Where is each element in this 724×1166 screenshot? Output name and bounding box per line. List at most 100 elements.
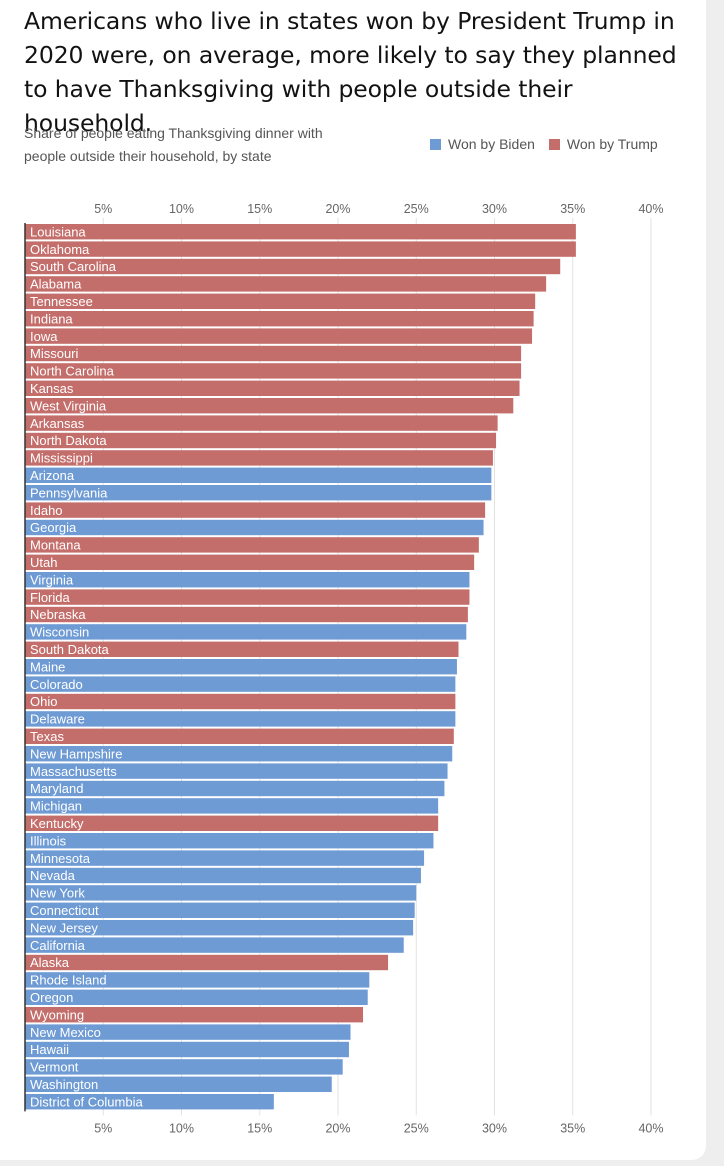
bar-label-nevada: Nevada: [30, 868, 76, 883]
bar-south-carolina: [25, 258, 561, 275]
bar-label-district-of-columbia: District of Columbia: [30, 1094, 143, 1109]
bar-label-new-hampshire: New Hampshire: [30, 746, 122, 761]
bar-ohio: [25, 693, 456, 710]
tick-label-top-25: 25%: [404, 202, 429, 216]
bar-new-mexico: [25, 1024, 351, 1040]
tick-label-bottom-20: 20%: [325, 1121, 350, 1135]
bar-label-oregon: Oregon: [30, 990, 73, 1005]
bar-new-hampshire: [25, 746, 453, 762]
bar-kansas: [25, 380, 520, 396]
bar-label-new-mexico: New Mexico: [30, 1025, 101, 1040]
bar-label-idaho: Idaho: [30, 503, 63, 518]
bar-label-georgia: Georgia: [30, 520, 77, 535]
tick-label-top-10: 10%: [169, 202, 194, 216]
bar-label-mississippi: Mississippi: [30, 451, 93, 466]
bar-label-california: California: [30, 938, 86, 953]
bar-minnesota: [25, 850, 425, 866]
bar-maine: [25, 659, 457, 675]
bar-delaware: [25, 711, 456, 727]
bar-label-kentucky: Kentucky: [30, 816, 84, 831]
chart-title: Americans who live in states won by Pres…: [24, 7, 677, 137]
bar-massachusetts: [25, 763, 448, 779]
bar-label-massachusetts: Massachusetts: [30, 764, 117, 779]
bar-label-louisiana: Louisiana: [30, 224, 86, 239]
bar-label-oklahoma: Oklahoma: [30, 242, 90, 257]
bar-district-of-columbia: [25, 1094, 274, 1110]
tick-label-top-5: 5%: [94, 202, 112, 216]
bar-label-florida: Florida: [30, 590, 71, 605]
bar-idaho: [25, 502, 486, 518]
bar-alaska: [25, 954, 389, 971]
bar-label-nebraska: Nebraska: [30, 607, 86, 622]
bar-california: [25, 937, 404, 953]
tick-label-top-20: 20%: [325, 202, 350, 216]
bar-kentucky: [25, 815, 439, 831]
subtitle-line-2: people outside their household, by state: [24, 148, 272, 164]
tick-label-bottom-25: 25%: [404, 1121, 429, 1135]
bar-label-hawaii: Hawaii: [30, 1042, 69, 1057]
tick-label-bottom-40: 40%: [638, 1121, 663, 1135]
tick-label-top-40: 40%: [638, 202, 663, 216]
bar-label-south-carolina: South Carolina: [30, 259, 117, 274]
bar-pennsylvania: [25, 485, 492, 501]
bar-north-carolina: [25, 363, 522, 379]
bar-nevada: [25, 867, 421, 884]
legend-swatch-biden: [430, 138, 441, 150]
bar-label-maine: Maine: [30, 659, 65, 674]
bar-arkansas: [25, 415, 498, 431]
bar-colorado: [25, 676, 456, 692]
bar-hawaii: [25, 1041, 349, 1058]
bar-label-rhode-island: Rhode Island: [30, 973, 107, 988]
bar-label-texas: Texas: [30, 729, 64, 744]
bar-arizona: [25, 467, 492, 483]
bar-maryland: [25, 780, 445, 797]
bar-label-montana: Montana: [30, 538, 81, 553]
bar-label-colorado: Colorado: [30, 677, 83, 692]
bar-label-utah: Utah: [30, 555, 57, 570]
bar-label-missouri: Missouri: [30, 346, 79, 361]
bar-mississippi: [25, 450, 493, 466]
bar-label-virginia: Virginia: [30, 572, 74, 587]
bar-illinois: [25, 833, 434, 849]
bar-florida: [25, 589, 470, 605]
bar-oregon: [25, 989, 368, 1005]
bar-connecticut: [25, 902, 415, 918]
bar-rhode-island: [25, 972, 370, 988]
bar-label-alaska: Alaska: [30, 955, 70, 970]
bar-georgia: [25, 519, 484, 536]
bar-label-south-dakota: South Dakota: [30, 642, 110, 657]
tick-label-top-15: 15%: [247, 202, 272, 216]
legend: Won by Biden Won by Trump: [430, 136, 672, 152]
bar-north-dakota: [25, 432, 497, 449]
bar-label-new-york: New York: [30, 886, 85, 901]
bar-label-minnesota: Minnesota: [30, 851, 91, 866]
bar-label-illinois: Illinois: [30, 833, 67, 848]
bar-label-delaware: Delaware: [30, 712, 85, 727]
bar-label-new-jersey: New Jersey: [30, 920, 98, 935]
legend-item-biden: Won by Biden: [430, 136, 535, 152]
bar-wyoming: [25, 1007, 364, 1023]
legend-label-trump: Won by Trump: [566, 136, 658, 152]
bar-alabama: [25, 276, 547, 292]
subtitle-line-1: Share of people eating Thanksgiving dinn…: [24, 125, 323, 141]
bar-missouri: [25, 345, 522, 362]
bar-label-iowa: Iowa: [30, 329, 58, 344]
tick-label-top-30: 30%: [482, 202, 507, 216]
bar-south-dakota: [25, 641, 459, 657]
bar-label-indiana: Indiana: [30, 311, 73, 326]
bar-michigan: [25, 798, 439, 814]
bar-label-alabama: Alabama: [30, 277, 82, 292]
bar-label-washington: Washington: [30, 1077, 98, 1092]
bar-vermont: [25, 1059, 343, 1075]
chart-card: Americans who live in states won by Pres…: [0, 0, 706, 1160]
bar-label-north-dakota: North Dakota: [30, 433, 107, 448]
tick-label-bottom-35: 35%: [560, 1121, 585, 1135]
tick-label-bottom-5: 5%: [94, 1121, 112, 1135]
bar-utah: [25, 554, 475, 570]
bar-virginia: [25, 572, 470, 588]
bar-label-kansas: Kansas: [30, 381, 74, 396]
tick-label-bottom-10: 10%: [169, 1121, 194, 1135]
bar-label-arizona: Arizona: [30, 468, 75, 483]
tick-label-bottom-30: 30%: [482, 1121, 507, 1135]
tick-label-top-35: 35%: [560, 202, 585, 216]
